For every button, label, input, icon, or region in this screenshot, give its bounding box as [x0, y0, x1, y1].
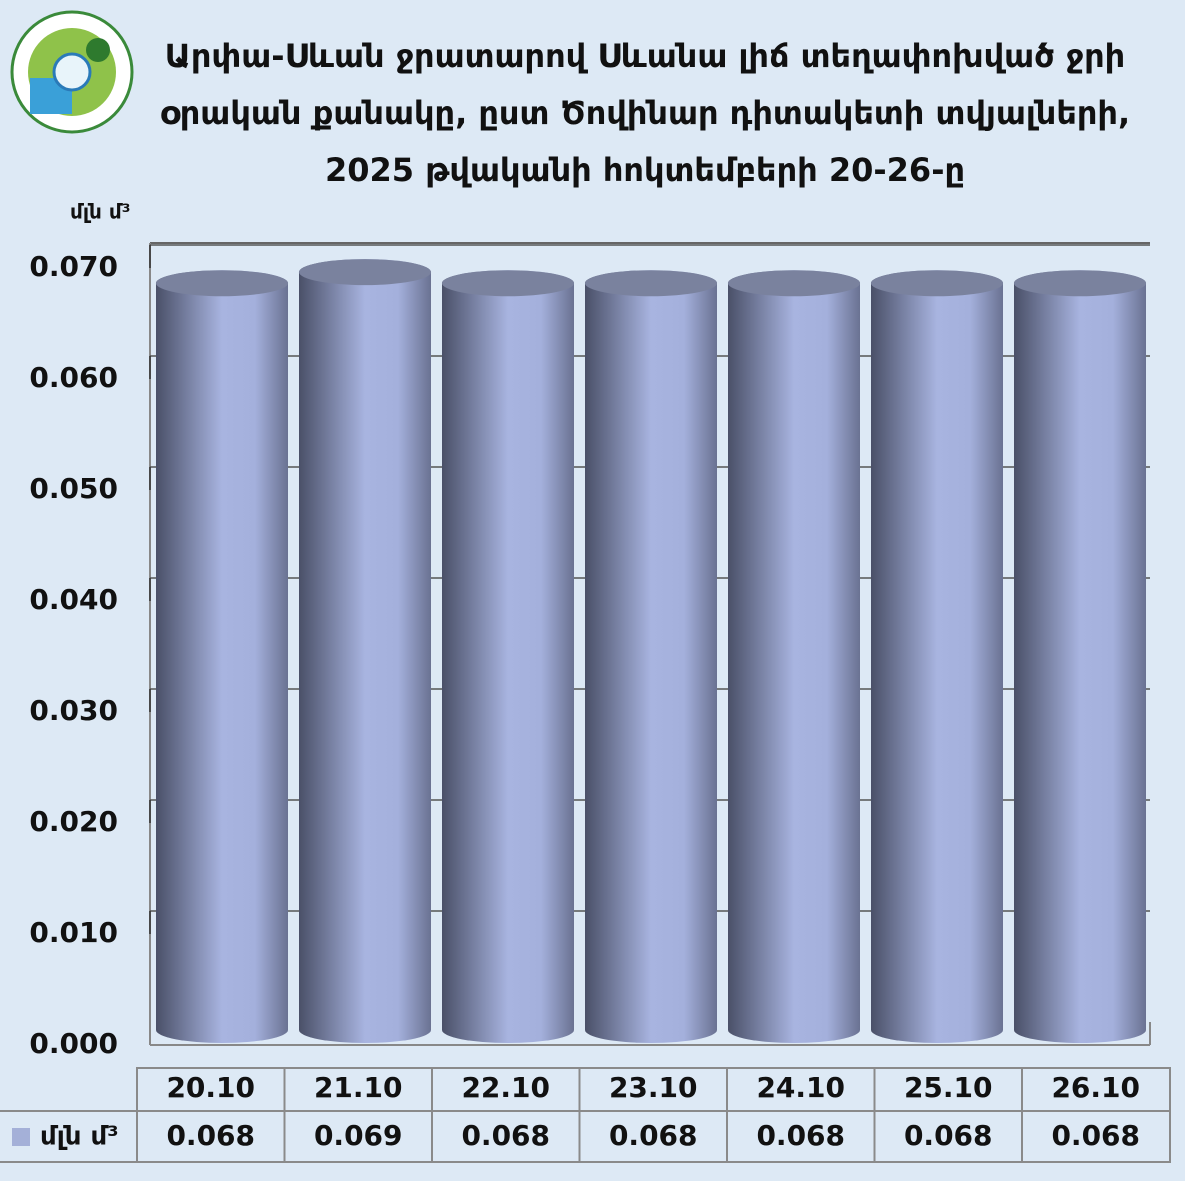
bar: [156, 270, 288, 1043]
bar: [442, 270, 574, 1043]
y-tick-label: 0.000: [29, 1027, 118, 1060]
x-tick-label: 23.10: [609, 1071, 698, 1104]
bar: [1014, 270, 1146, 1043]
y-tick-label: 0.030: [29, 694, 118, 727]
value-label: 0.068: [166, 1119, 255, 1152]
table: [0, 1067, 1171, 1163]
bar: [585, 270, 717, 1043]
bar-top: [1014, 270, 1146, 297]
y-tick-label: 0.040: [29, 583, 118, 616]
bar-top: [871, 270, 1003, 297]
y-tick-label: 0.020: [29, 805, 118, 838]
x-tick-label: 20.10: [166, 1071, 255, 1104]
value-label: 0.069: [314, 1119, 403, 1152]
value-label: 0.068: [756, 1119, 845, 1152]
bar-top: [442, 270, 574, 297]
x-tick-label: 21.10: [314, 1071, 403, 1104]
value-label: 0.068: [904, 1119, 993, 1152]
y-tick-label: 0.070: [29, 250, 118, 283]
chart-title: Արփա-Սևան ջրատարով Սևանա լիճ տեղափոխված …: [159, 37, 1131, 189]
value-label: 0.068: [1051, 1119, 1140, 1152]
y-axis-label: մլն մ³: [70, 200, 130, 224]
logo: [10, 10, 134, 134]
bar: [871, 270, 1003, 1043]
value-label: 0.068: [461, 1119, 550, 1152]
bar: [728, 270, 860, 1043]
x-tick-label: 24.10: [756, 1071, 845, 1104]
legend-label: մլն մ³: [40, 1122, 119, 1152]
y-tick-label: 0.050: [29, 472, 118, 505]
legend-key: [12, 1128, 30, 1146]
bar-top: [585, 270, 717, 297]
bar-top: [156, 270, 288, 297]
bar: [299, 259, 431, 1043]
y-tick-label: 0.060: [29, 361, 118, 394]
bar-top: [299, 259, 431, 286]
x-tick-label: 22.10: [461, 1071, 550, 1104]
x-tick-label: 25.10: [904, 1071, 993, 1104]
y-tick-label: 0.010: [29, 916, 118, 949]
bar-top: [728, 270, 860, 297]
x-tick-label: 26.10: [1051, 1071, 1140, 1104]
value-label: 0.068: [609, 1119, 698, 1152]
